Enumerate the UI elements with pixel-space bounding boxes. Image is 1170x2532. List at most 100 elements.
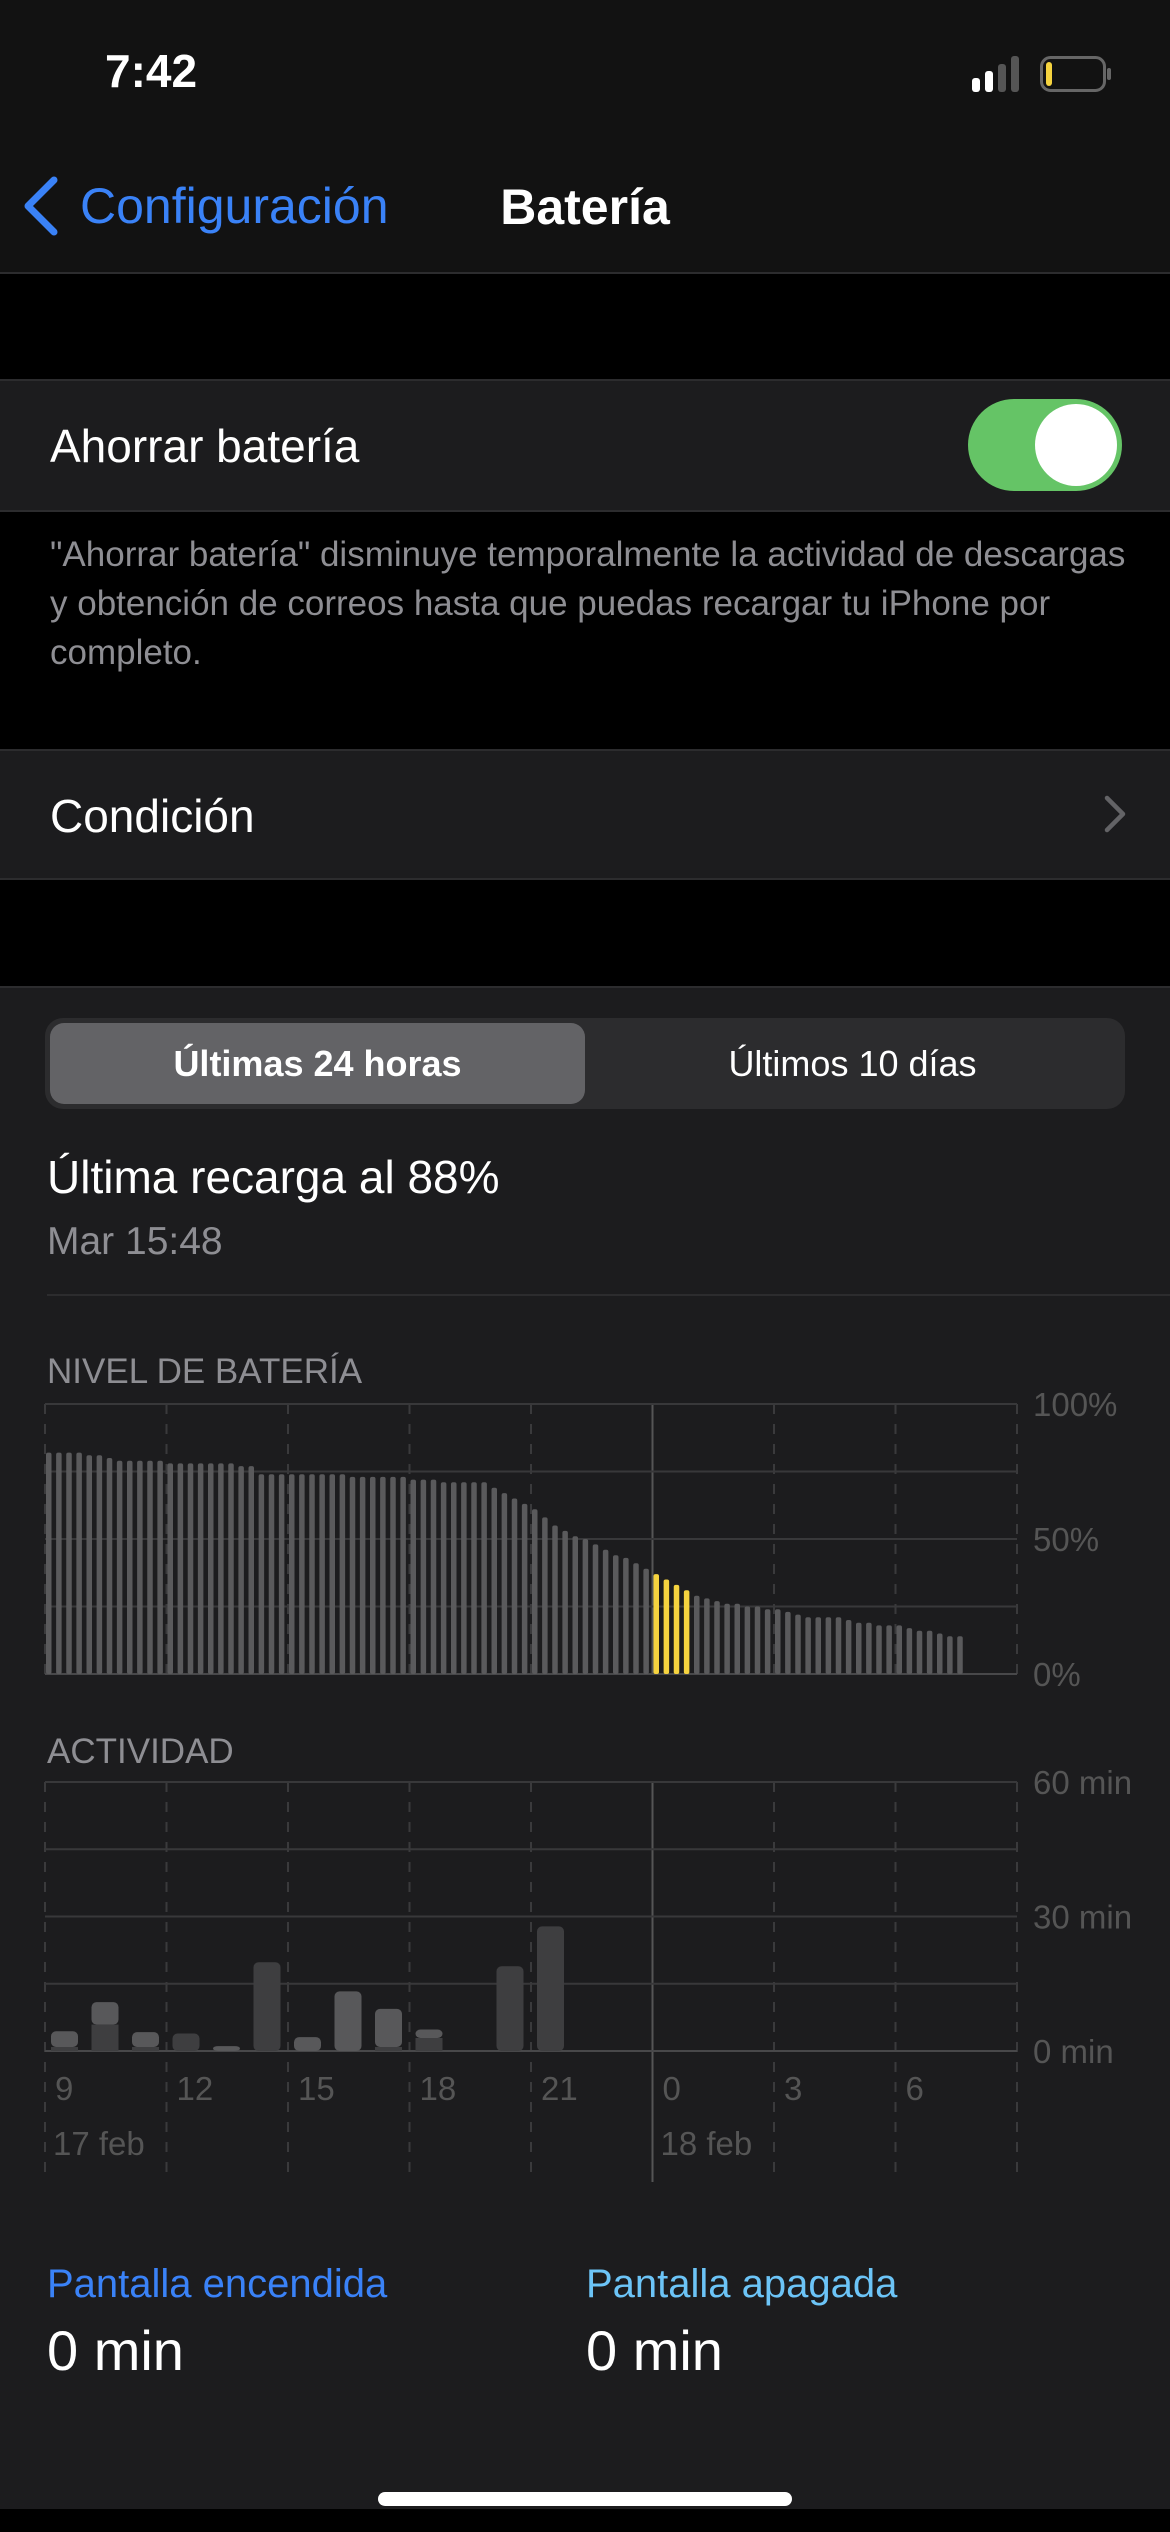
battery-level-bar [268,1474,275,1674]
battery-level-bar [349,1476,356,1674]
battery-level-bar [238,1466,244,1674]
battery-level-bar [582,1539,589,1674]
battery-level-bar [116,1460,123,1674]
low-power-footer: "Ahorrar batería" disminuye temporalment… [50,535,1126,672]
battery-level-bar [602,1549,609,1674]
low-power-row: Ahorrar batería [0,379,1170,512]
activity-bar-screen-off [213,2046,240,2051]
low-power-toggle[interactable] [968,399,1122,491]
battery-level-bar [886,1625,892,1674]
y-tick-label: 0% [1033,1656,1081,1693]
battery-level-bar [258,1474,265,1674]
battery-level-bar [562,1530,568,1674]
y-tick-label: 100% [1033,1386,1117,1423]
battery-level-bar [248,1466,254,1674]
tab-last-24-hours[interactable]: Últimas 24 horas [50,1023,585,1104]
battery-level-title: NIVEL DE BATERÍA [47,1352,363,1391]
charging-bar [663,1579,670,1674]
chevron-right-icon [1104,795,1126,833]
back-label: Configuración [80,178,389,234]
battery-level-bar [754,1606,761,1674]
activity-bar-screen-on [496,1966,524,2051]
battery-level-bar [704,1598,710,1674]
battery-health-label: Condición [50,790,255,842]
page-title: Batería [0,178,1170,236]
battery-level-bar [440,1482,447,1674]
back-button[interactable]: Configuración [22,176,389,236]
battery-level-bar [957,1636,963,1674]
x-tick-label: 12 [177,2070,214,2107]
screen-off-value: 0 min [586,2319,723,2382]
battery-level-bar [572,1536,578,1674]
battery-level-bar [866,1622,872,1674]
battery-level-bar [86,1455,92,1674]
activity-bar-screen-on [415,2037,443,2051]
battery-level-bar [835,1617,842,1674]
battery-level-bar [451,1482,457,1674]
charging-bar [683,1590,690,1674]
activity-bar-screen-off [91,2002,119,2025]
battery-level-bar [309,1474,315,1674]
battery-level-bar [491,1487,497,1674]
nav-bar [0,0,1170,274]
battery-level-bar [167,1463,173,1674]
date-label: 17 feb [53,2125,145,2162]
last-charge-date: Mar 15:48 [47,1220,223,1263]
battery-level-bar [137,1460,143,1674]
activity-bar-screen-off [294,2037,321,2051]
battery-level-bar [177,1463,184,1674]
x-tick-label: 18 [420,2070,457,2107]
x-tick-label: 15 [298,2070,335,2107]
cellular-signal-icon [972,56,1019,92]
battery-level-bar [390,1476,396,1674]
activity-bar-screen-on [537,1926,564,2051]
battery-level-bar [734,1603,740,1674]
activity-bar-screen-on [172,2033,200,2051]
battery-level-bar [815,1617,821,1674]
activity-bar-screen-off [415,2029,443,2038]
battery-level-bar [724,1603,730,1674]
last-charge-title: Última recarga al 88% [47,1151,500,1203]
battery-level-bar [916,1630,923,1674]
activity-bar-screen-on [132,2046,159,2051]
battery-level-bar [714,1601,720,1674]
battery-health-row[interactable]: Condición [0,749,1170,880]
chevron-left-icon [24,176,58,236]
battery-level-bar [400,1476,406,1674]
activity-bar-screen-on [51,2046,78,2051]
battery-level-bar [329,1474,335,1674]
activity-bar-screen-off [132,2032,159,2047]
activity-bar-screen-on [253,1962,281,2051]
x-tick-label: 21 [541,2070,578,2107]
screen-on-label: Pantalla encendida [47,2262,388,2306]
battery-level-bar [805,1617,811,1674]
battery-level-bar [359,1476,366,1674]
page-title-text: Batería [500,179,670,235]
battery-level-bar [896,1625,902,1674]
battery-level-bar [785,1611,791,1674]
battery-level-bar [937,1633,943,1674]
battery-level-bar [380,1476,386,1674]
battery-level-bar [208,1463,214,1674]
battery-level-bar [764,1609,771,1674]
battery-level-bar [643,1568,649,1674]
y-tick-label: 50% [1033,1521,1099,1558]
home-indicator[interactable] [378,2492,792,2506]
activity-bar-screen-on [375,2046,402,2051]
screen-off-label: Pantalla apagada [586,2262,898,2306]
battery-level-bar [521,1503,528,1674]
battery-level-bar [339,1474,346,1674]
battery-level-bar [876,1625,882,1674]
battery-level-bar [228,1463,234,1674]
battery-level-bar [319,1474,325,1674]
battery-level-bar [147,1460,153,1674]
tab-last-10-days[interactable]: Últimos 10 días [728,1042,977,1084]
time-range-segmented-control[interactable]: Últimas 24 horas Últimos 10 días [45,1018,1125,1109]
battery-level-bar [481,1482,487,1674]
battery-level-bar [370,1476,376,1674]
battery-level-bar [471,1482,477,1674]
battery-level-bar [744,1606,751,1674]
screen-on-value: 0 min [47,2319,184,2382]
battery-level-bar [552,1525,558,1674]
activity-bar-screen-off [375,2008,402,2047]
